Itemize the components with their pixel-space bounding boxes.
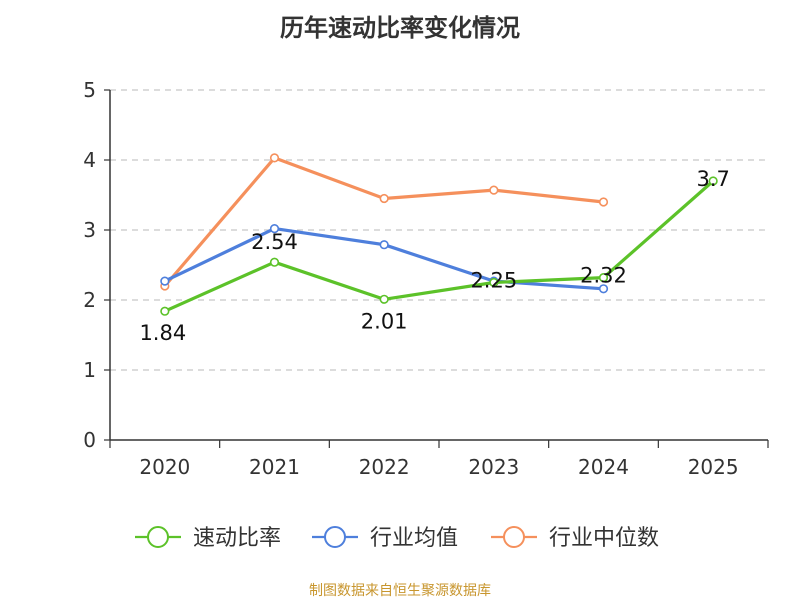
data-point — [489, 277, 499, 288]
data-label: 2.25 — [470, 269, 517, 293]
y-tick-label: 2 — [83, 288, 96, 312]
data-label: 2.32 — [580, 264, 627, 288]
data-point — [269, 153, 280, 163]
y-tick-label: 1 — [83, 358, 96, 382]
x-tick-label: 2025 — [688, 455, 739, 479]
x-tick-label: 2020 — [139, 455, 190, 479]
y-tick-label: 5 — [83, 78, 96, 102]
data-label: 1.84 — [139, 321, 186, 345]
data-point — [598, 197, 609, 207]
source-note: 制图数据来自恒生聚源数据库 — [309, 583, 491, 599]
data-point — [379, 193, 389, 204]
chart-title: 历年速动比率变化情况 — [280, 14, 520, 42]
series-line — [163, 156, 606, 288]
legend-marker — [324, 526, 346, 548]
legend-label: 行业中位数 — [549, 526, 659, 551]
legend-label: 行业均值 — [370, 526, 458, 551]
data-point — [598, 284, 609, 294]
y-tick-label: 0 — [83, 428, 96, 452]
data-point — [269, 224, 280, 234]
data-point — [489, 185, 499, 195]
x-tick-label: 2021 — [249, 455, 300, 479]
data-label: 3.7 — [696, 167, 729, 191]
data-point — [160, 306, 170, 316]
data-label: 2.01 — [361, 309, 408, 333]
data-label: 2.54 — [251, 230, 298, 254]
x-tick-label: 2023 — [468, 455, 519, 479]
y-tick-label: 3 — [83, 218, 96, 242]
x-tick-label: 2022 — [359, 455, 410, 479]
data-point — [269, 257, 280, 267]
data-point — [379, 294, 389, 304]
legend-marker — [147, 526, 169, 548]
legend-label: 速动比率 — [193, 526, 281, 551]
data-point — [160, 276, 170, 286]
series-line — [163, 179, 715, 313]
x-tick-label: 2024 — [578, 455, 629, 479]
data-point — [379, 240, 389, 250]
data-point — [598, 273, 609, 283]
legend-marker — [503, 526, 525, 548]
y-tick-label: 4 — [83, 148, 96, 172]
data-point — [708, 176, 718, 186]
